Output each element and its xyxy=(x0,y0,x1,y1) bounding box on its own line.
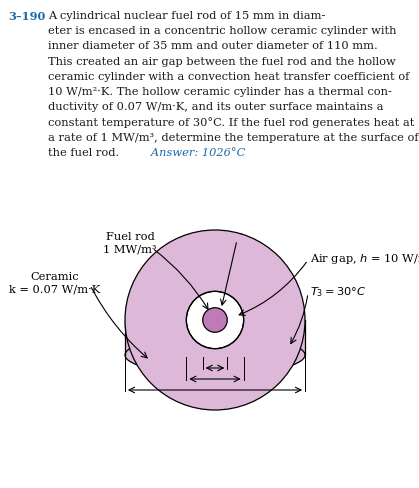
Polygon shape xyxy=(203,320,227,355)
Text: $D_3 = 110$ mm: $D_3 = 110$ mm xyxy=(175,392,251,406)
Polygon shape xyxy=(186,320,243,355)
Ellipse shape xyxy=(186,349,243,361)
Ellipse shape xyxy=(125,335,305,375)
Text: 3–190: 3–190 xyxy=(8,11,45,22)
Text: Answer: 1026°C: Answer: 1026°C xyxy=(140,148,246,158)
Text: $D_2 = 35$ mm: $D_2 = 35$ mm xyxy=(178,381,248,395)
Text: $T_3 = 30°C$: $T_3 = 30°C$ xyxy=(310,285,366,299)
Ellipse shape xyxy=(186,291,243,348)
Ellipse shape xyxy=(203,308,227,332)
Text: constant temperature of 30°C. If the fuel rod generates heat at: constant temperature of 30°C. If the fue… xyxy=(48,118,414,128)
Ellipse shape xyxy=(125,230,305,410)
Text: 1 MW/m³: 1 MW/m³ xyxy=(103,244,157,254)
Text: This created an air gap between the fuel rod and the hollow: This created an air gap between the fuel… xyxy=(48,57,396,66)
Ellipse shape xyxy=(203,352,227,358)
Text: ceramic cylinder with a convection heat transfer coefficient of: ceramic cylinder with a convection heat … xyxy=(48,72,409,82)
Text: Fuel rod: Fuel rod xyxy=(106,232,154,242)
Text: $T_1$: $T_1$ xyxy=(233,232,247,247)
Text: Air gap, $h$ = 10 W/m²·K: Air gap, $h$ = 10 W/m²·K xyxy=(310,252,419,266)
Text: the fuel rod.: the fuel rod. xyxy=(48,148,119,158)
Text: eter is encased in a concentric hollow ceramic cylinder with: eter is encased in a concentric hollow c… xyxy=(48,26,396,36)
Text: 10 W/m²·K. The hollow ceramic cylinder has a thermal con-: 10 W/m²·K. The hollow ceramic cylinder h… xyxy=(48,87,392,97)
Text: k = 0.07 W/m·K: k = 0.07 W/m·K xyxy=(9,284,101,294)
Text: A cylindrical nuclear fuel rod of 15 mm in diam-: A cylindrical nuclear fuel rod of 15 mm … xyxy=(48,11,326,21)
Text: Ceramic: Ceramic xyxy=(31,272,79,282)
Text: $D_1 = 15$ mm: $D_1 = 15$ mm xyxy=(178,370,248,384)
Text: a rate of 1 MW/m³, determine the temperature at the surface of: a rate of 1 MW/m³, determine the tempera… xyxy=(48,133,419,142)
Polygon shape xyxy=(125,320,305,355)
Text: ductivity of 0.07 W/m·K, and its outer surface maintains a: ductivity of 0.07 W/m·K, and its outer s… xyxy=(48,102,383,112)
Text: inner diameter of 35 mm and outer diameter of 110 mm.: inner diameter of 35 mm and outer diamet… xyxy=(48,41,378,51)
